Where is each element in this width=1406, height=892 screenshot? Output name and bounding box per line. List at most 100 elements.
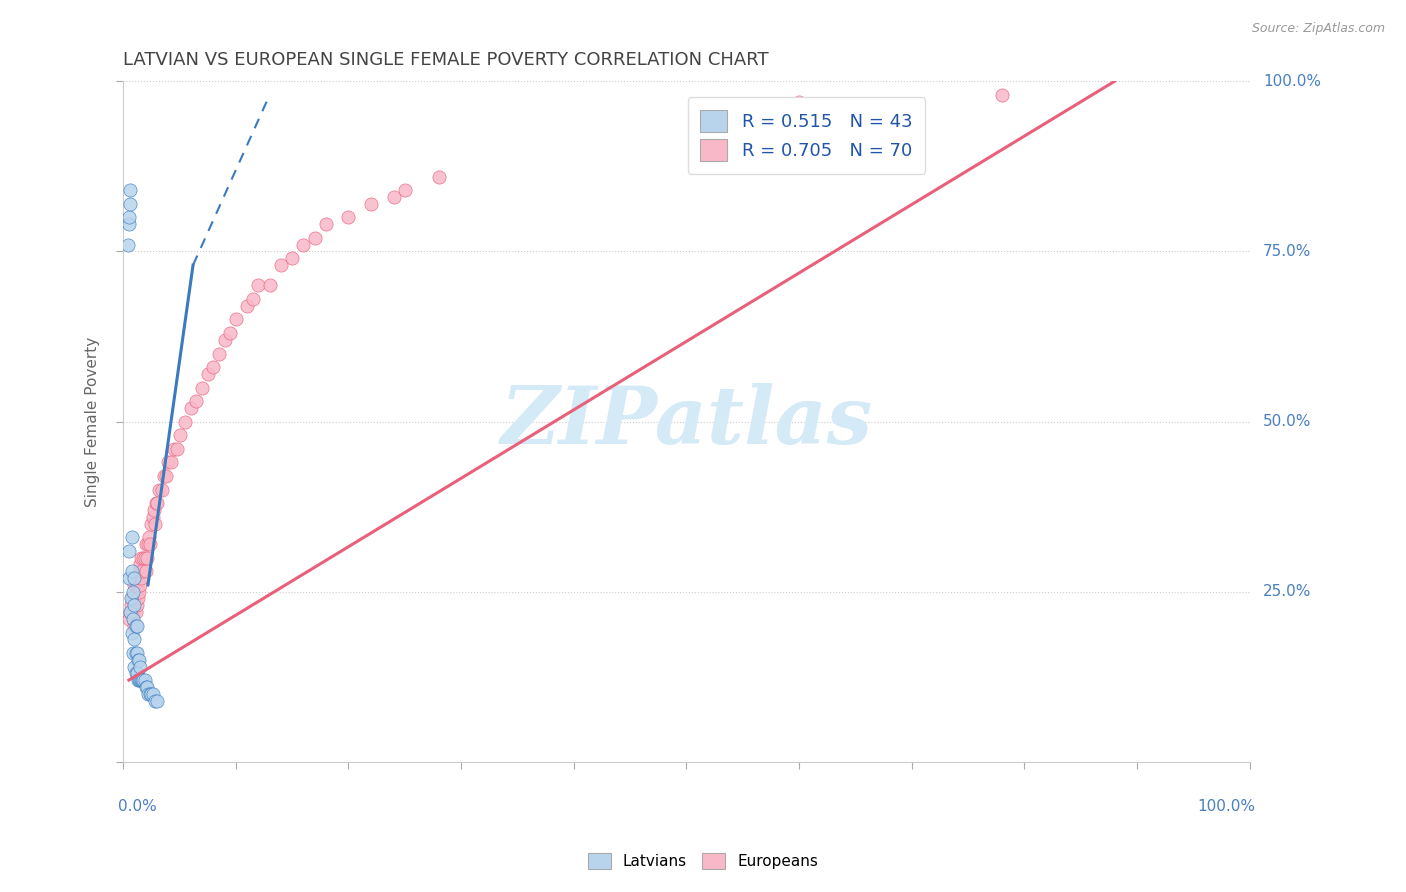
Point <box>208 346 231 360</box>
Point <box>991 87 1014 102</box>
Point <box>236 299 259 313</box>
Point <box>141 687 163 701</box>
Point <box>292 237 315 252</box>
Point <box>132 550 155 565</box>
Point <box>138 530 160 544</box>
Point <box>145 496 167 510</box>
Point <box>136 687 159 701</box>
Point <box>148 483 170 497</box>
Point <box>124 605 146 619</box>
Point <box>146 693 169 707</box>
Point <box>174 415 197 429</box>
Point <box>136 537 159 551</box>
Point <box>135 550 157 565</box>
Point <box>129 673 152 687</box>
Point <box>134 550 156 565</box>
Point <box>124 632 146 647</box>
Point <box>124 578 146 592</box>
Point <box>118 217 141 231</box>
Text: 75.0%: 75.0% <box>1263 244 1312 259</box>
Point <box>155 469 177 483</box>
Y-axis label: Single Female Poverty: Single Female Poverty <box>86 336 100 507</box>
Point <box>131 564 153 578</box>
Text: 100.0%: 100.0% <box>1263 74 1322 89</box>
Point <box>131 673 153 687</box>
Point <box>124 618 146 632</box>
Point <box>143 516 166 531</box>
Text: 50.0%: 50.0% <box>1263 414 1312 429</box>
Point <box>315 217 337 231</box>
Point <box>124 646 146 660</box>
Point <box>120 599 142 613</box>
Point <box>124 599 146 613</box>
Point <box>122 584 145 599</box>
Point <box>118 197 141 211</box>
Point <box>270 258 292 272</box>
Point <box>118 544 141 558</box>
Point <box>121 625 143 640</box>
Point <box>166 442 188 456</box>
Point <box>129 578 152 592</box>
Point <box>122 612 145 626</box>
Point <box>125 599 148 613</box>
Point <box>394 183 416 197</box>
Point <box>135 680 157 694</box>
Point <box>259 278 281 293</box>
Point <box>124 571 146 585</box>
Point <box>180 401 202 415</box>
Point <box>125 666 148 681</box>
Point <box>139 537 162 551</box>
Point <box>128 653 150 667</box>
Point <box>152 469 174 483</box>
Point <box>169 428 191 442</box>
Point <box>118 605 141 619</box>
Point <box>128 564 150 578</box>
Text: ZIPatlas: ZIPatlas <box>501 383 873 460</box>
Point <box>128 673 150 687</box>
Point <box>129 571 152 585</box>
Point <box>135 564 157 578</box>
Point <box>202 360 225 375</box>
Point <box>117 237 139 252</box>
Point <box>242 292 264 306</box>
Point <box>159 455 181 469</box>
Point <box>127 591 149 606</box>
Point <box>157 455 180 469</box>
Point <box>135 537 157 551</box>
Point <box>787 95 810 109</box>
Point <box>219 326 242 340</box>
Point <box>120 591 142 606</box>
Legend: Latvians, Europeans: Latvians, Europeans <box>582 847 824 875</box>
Point <box>214 333 236 347</box>
Point <box>143 693 166 707</box>
Point <box>124 618 146 632</box>
Point <box>124 591 146 606</box>
Point <box>127 571 149 585</box>
Point <box>121 564 143 578</box>
Point <box>125 646 148 660</box>
Point <box>129 659 152 673</box>
Point <box>135 680 157 694</box>
Point <box>121 530 143 544</box>
Point <box>225 312 247 326</box>
Point <box>281 252 304 266</box>
Text: 0.0%: 0.0% <box>118 799 156 814</box>
Point <box>124 584 146 599</box>
Point <box>128 584 150 599</box>
Point <box>139 687 162 701</box>
Point <box>163 442 186 456</box>
Point <box>197 367 219 381</box>
Point <box>191 380 214 394</box>
Point <box>247 278 270 293</box>
Point <box>125 618 148 632</box>
Legend: R = 0.515   N = 43, R = 0.705   N = 70: R = 0.515 N = 43, R = 0.705 N = 70 <box>688 97 925 174</box>
Point <box>360 197 382 211</box>
Point <box>186 394 208 409</box>
Point <box>146 496 169 510</box>
Point <box>124 666 146 681</box>
Point <box>121 591 143 606</box>
Point <box>124 659 146 673</box>
Point <box>129 673 152 687</box>
Point <box>118 211 141 225</box>
Point <box>304 231 326 245</box>
